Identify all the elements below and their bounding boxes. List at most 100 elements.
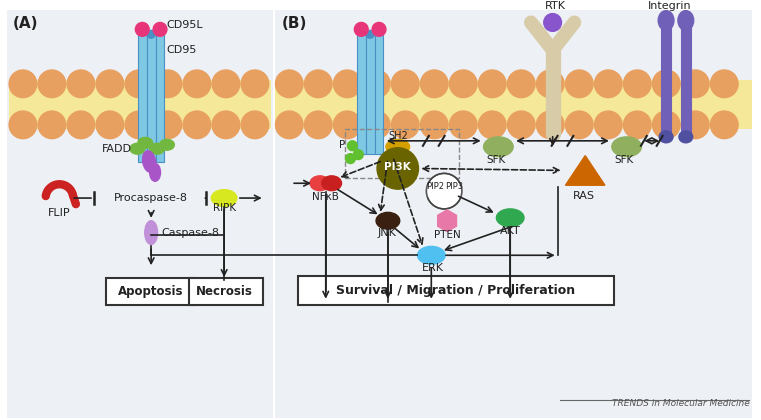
Circle shape [348, 141, 358, 151]
Ellipse shape [145, 221, 158, 244]
Circle shape [681, 70, 709, 97]
Circle shape [275, 111, 303, 139]
Bar [357, 35, 366, 154]
Circle shape [183, 111, 211, 139]
Text: Apoptosis: Apoptosis [119, 285, 184, 298]
Text: SFK: SFK [615, 155, 634, 165]
Text: JNK: JNK [378, 228, 397, 238]
Circle shape [544, 13, 562, 32]
Circle shape [565, 111, 593, 139]
Text: RAS: RAS [573, 191, 595, 201]
Circle shape [508, 111, 535, 139]
Circle shape [450, 111, 477, 139]
Text: PIP3: PIP3 [445, 182, 463, 191]
Circle shape [96, 111, 124, 139]
Bar [9, 80, 272, 129]
Circle shape [275, 70, 303, 97]
Ellipse shape [376, 213, 400, 229]
Ellipse shape [678, 10, 694, 30]
Text: Integrin: Integrin [648, 1, 692, 10]
Text: FADD: FADD [102, 144, 132, 154]
Circle shape [450, 70, 477, 97]
Polygon shape [438, 210, 457, 231]
Ellipse shape [130, 143, 145, 154]
Text: P: P [339, 140, 345, 150]
Bar [275, 10, 752, 418]
Circle shape [154, 70, 182, 97]
Circle shape [508, 70, 535, 97]
Text: TRENDS in Molecular Medicine: TRENDS in Molecular Medicine [612, 399, 750, 408]
Circle shape [426, 173, 462, 209]
Text: Procaspase-8: Procaspase-8 [114, 193, 188, 203]
Circle shape [135, 22, 149, 36]
Text: AKT: AKT [500, 226, 521, 236]
Text: PIP2: PIP2 [426, 182, 444, 191]
Circle shape [623, 111, 651, 139]
Circle shape [711, 111, 738, 139]
Text: Survival / Migration / Proliferation: Survival / Migration / Proliferation [336, 284, 575, 297]
Circle shape [537, 70, 564, 97]
Bar [155, 35, 164, 162]
Text: (A): (A) [13, 16, 39, 31]
Circle shape [362, 111, 390, 139]
Ellipse shape [150, 163, 161, 181]
Circle shape [372, 22, 386, 36]
Circle shape [241, 111, 269, 139]
Text: Necrosis: Necrosis [196, 285, 253, 298]
Circle shape [153, 22, 167, 36]
Text: CD95: CD95 [166, 45, 196, 55]
Circle shape [362, 70, 390, 97]
Circle shape [333, 70, 361, 97]
Circle shape [652, 111, 680, 139]
Ellipse shape [138, 137, 153, 148]
Text: CD95L: CD95L [166, 21, 202, 30]
Circle shape [241, 70, 269, 97]
Ellipse shape [612, 137, 642, 157]
Circle shape [212, 111, 240, 139]
Circle shape [9, 70, 37, 97]
Circle shape [391, 111, 419, 139]
Text: NFκB: NFκB [312, 192, 339, 202]
Circle shape [594, 70, 622, 97]
Circle shape [183, 70, 211, 97]
Bar [374, 35, 384, 154]
Circle shape [420, 70, 448, 97]
Circle shape [420, 111, 448, 139]
Ellipse shape [160, 139, 174, 150]
Text: ERK: ERK [422, 263, 444, 273]
Circle shape [479, 70, 506, 97]
FancyBboxPatch shape [189, 278, 263, 305]
Circle shape [565, 70, 593, 97]
Circle shape [333, 111, 361, 139]
Ellipse shape [322, 176, 342, 191]
Ellipse shape [496, 209, 524, 227]
Circle shape [366, 30, 374, 38]
Text: (B): (B) [282, 16, 307, 31]
Bar [366, 35, 374, 154]
Circle shape [154, 111, 182, 139]
Ellipse shape [142, 151, 156, 172]
Text: SH2: SH2 [388, 131, 408, 141]
Circle shape [391, 70, 419, 97]
Circle shape [96, 70, 124, 97]
Circle shape [711, 70, 738, 97]
Ellipse shape [212, 190, 237, 207]
Ellipse shape [659, 131, 673, 143]
Circle shape [147, 30, 155, 38]
Text: RIPK: RIPK [212, 203, 236, 213]
Bar [147, 35, 155, 162]
Ellipse shape [310, 176, 330, 191]
Text: RTK: RTK [545, 1, 565, 10]
Ellipse shape [679, 131, 693, 143]
Circle shape [652, 70, 680, 97]
Circle shape [479, 111, 506, 139]
Bar [275, 80, 752, 129]
Polygon shape [565, 156, 605, 185]
Circle shape [304, 111, 332, 139]
Circle shape [355, 22, 368, 36]
Circle shape [594, 111, 622, 139]
Circle shape [304, 70, 332, 97]
Ellipse shape [658, 10, 674, 30]
Circle shape [537, 111, 564, 139]
Ellipse shape [483, 137, 513, 157]
